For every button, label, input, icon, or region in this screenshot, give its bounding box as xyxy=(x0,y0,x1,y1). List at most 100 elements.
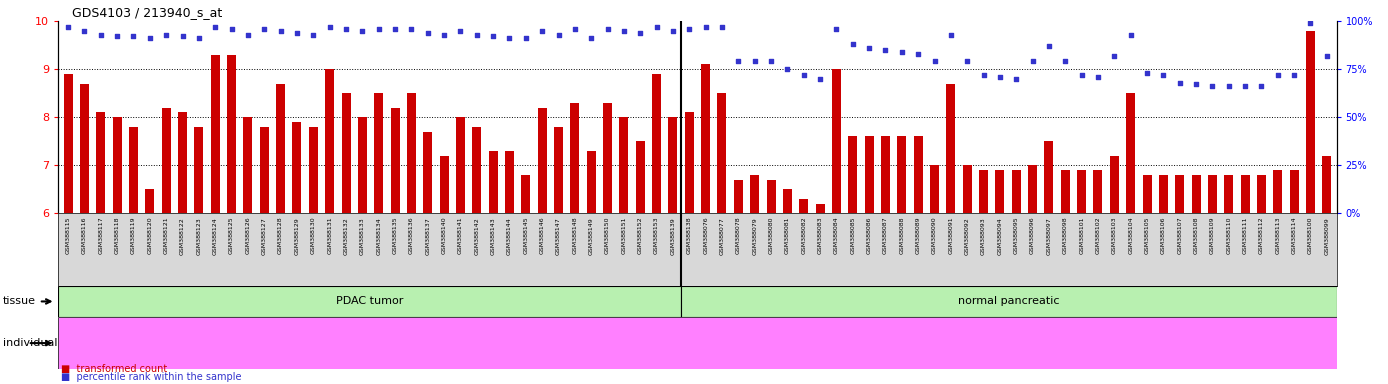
Bar xyxy=(1273,170,1283,213)
Point xyxy=(826,26,848,32)
Bar xyxy=(146,189,154,213)
Point xyxy=(564,26,586,32)
Point xyxy=(809,76,831,82)
Text: GSM388130: GSM388130 xyxy=(311,217,316,254)
Point xyxy=(105,33,128,40)
Bar xyxy=(1060,170,1070,213)
Text: GSM388081: GSM388081 xyxy=(784,217,790,254)
Text: GSM388080: GSM388080 xyxy=(769,217,773,254)
Bar xyxy=(848,136,858,213)
Point xyxy=(973,72,995,78)
Point xyxy=(580,35,602,41)
Bar xyxy=(750,175,759,213)
Bar xyxy=(619,117,629,213)
Point xyxy=(874,47,897,53)
Text: GSM388121: GSM388121 xyxy=(164,217,169,254)
Text: GSM388114: GSM388114 xyxy=(1292,217,1296,254)
Text: GSM388095: GSM388095 xyxy=(1013,217,1019,254)
Bar xyxy=(1029,165,1037,213)
Bar xyxy=(979,170,988,213)
Bar xyxy=(243,117,253,213)
Text: GSM388077: GSM388077 xyxy=(719,217,725,255)
Text: GSM388115: GSM388115 xyxy=(65,217,71,254)
Bar xyxy=(390,108,400,213)
Text: GSM388141: GSM388141 xyxy=(458,217,464,254)
Point xyxy=(139,35,161,41)
Bar xyxy=(701,65,711,213)
Bar xyxy=(766,180,776,213)
Point xyxy=(694,24,716,30)
Bar xyxy=(325,69,335,213)
Text: GSM388105: GSM388105 xyxy=(1145,217,1149,254)
Bar xyxy=(194,127,204,213)
Point xyxy=(319,24,341,30)
Text: GSM388138: GSM388138 xyxy=(687,217,691,254)
Text: GSM388128: GSM388128 xyxy=(278,217,283,254)
Text: GSM388123: GSM388123 xyxy=(196,217,201,255)
Text: GSM388132: GSM388132 xyxy=(343,217,348,255)
Point xyxy=(662,28,684,34)
Text: ■  transformed count: ■ transformed count xyxy=(61,364,168,374)
Text: GSM388127: GSM388127 xyxy=(262,217,266,255)
Point xyxy=(450,28,472,34)
Text: GSM388087: GSM388087 xyxy=(883,217,888,254)
Bar xyxy=(81,84,89,213)
Bar xyxy=(308,127,318,213)
Text: GSM388089: GSM388089 xyxy=(916,217,920,254)
Bar xyxy=(1323,156,1331,213)
Point xyxy=(172,33,194,40)
Point xyxy=(776,66,798,72)
Point xyxy=(1251,83,1273,89)
Text: GSM388090: GSM388090 xyxy=(931,217,937,254)
Point xyxy=(187,35,210,41)
Text: GSM388126: GSM388126 xyxy=(246,217,250,254)
Point xyxy=(515,35,537,41)
Point xyxy=(629,30,651,36)
Text: GSM388100: GSM388100 xyxy=(1307,217,1313,254)
Bar xyxy=(505,151,514,213)
Text: GSM388091: GSM388091 xyxy=(948,217,954,254)
Bar xyxy=(260,127,269,213)
Point xyxy=(1103,53,1126,59)
Text: GSM388125: GSM388125 xyxy=(229,217,235,254)
Text: GSM388111: GSM388111 xyxy=(1242,217,1248,254)
Point xyxy=(711,24,733,30)
Point xyxy=(1169,79,1191,86)
Text: GSM388084: GSM388084 xyxy=(834,217,838,254)
Bar xyxy=(881,136,890,213)
Bar xyxy=(1142,175,1152,213)
Point xyxy=(400,26,422,32)
Point xyxy=(416,30,439,36)
Text: GSM388108: GSM388108 xyxy=(1194,217,1199,254)
Bar xyxy=(96,113,105,213)
Text: GSM388098: GSM388098 xyxy=(1063,217,1067,254)
Bar xyxy=(407,93,416,213)
Bar xyxy=(1077,170,1087,213)
Bar xyxy=(1208,175,1217,213)
Point xyxy=(679,26,701,32)
Bar xyxy=(228,55,236,213)
Point xyxy=(466,31,489,38)
Point xyxy=(1217,83,1239,89)
Bar xyxy=(1224,175,1234,213)
Point xyxy=(155,31,178,38)
Bar xyxy=(570,103,579,213)
Point xyxy=(547,31,569,38)
Text: GSM388119: GSM388119 xyxy=(130,217,136,254)
Bar xyxy=(913,136,923,213)
Text: PDAC tumor: PDAC tumor xyxy=(336,296,404,306)
Point xyxy=(57,24,79,30)
Text: GSM388142: GSM388142 xyxy=(475,217,479,255)
Bar xyxy=(440,156,448,213)
Text: GSM388144: GSM388144 xyxy=(507,217,512,255)
Point xyxy=(744,58,766,65)
Bar xyxy=(161,108,171,213)
Text: GSM388093: GSM388093 xyxy=(981,217,985,255)
Text: GSM388079: GSM388079 xyxy=(752,217,758,255)
Bar xyxy=(1126,93,1135,213)
Text: GSM388107: GSM388107 xyxy=(1177,217,1183,254)
Text: GSM388092: GSM388092 xyxy=(965,217,970,255)
Bar xyxy=(669,117,677,213)
Bar xyxy=(455,117,465,213)
Text: GSM388082: GSM388082 xyxy=(801,217,806,254)
